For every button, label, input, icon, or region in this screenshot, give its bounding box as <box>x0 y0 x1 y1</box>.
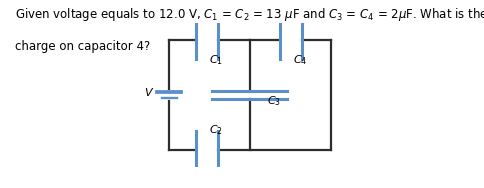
Text: charge on capacitor 4?: charge on capacitor 4? <box>15 40 150 53</box>
Text: $\mathit{C}_3$: $\mathit{C}_3$ <box>267 94 281 108</box>
Text: Given voltage equals to 12.0 V, $\mathit{C}_1$ = $\mathit{C}_2$ = 13 $\mu$F and : Given voltage equals to 12.0 V, $\mathit… <box>15 6 484 23</box>
Text: $\mathit{C}_4$: $\mathit{C}_4$ <box>293 53 308 67</box>
Text: $\mathit{C}_1$: $\mathit{C}_1$ <box>209 53 223 67</box>
Text: $\mathit{C}_2$: $\mathit{C}_2$ <box>209 123 223 137</box>
Text: $\mathit{V}$: $\mathit{V}$ <box>144 86 154 98</box>
